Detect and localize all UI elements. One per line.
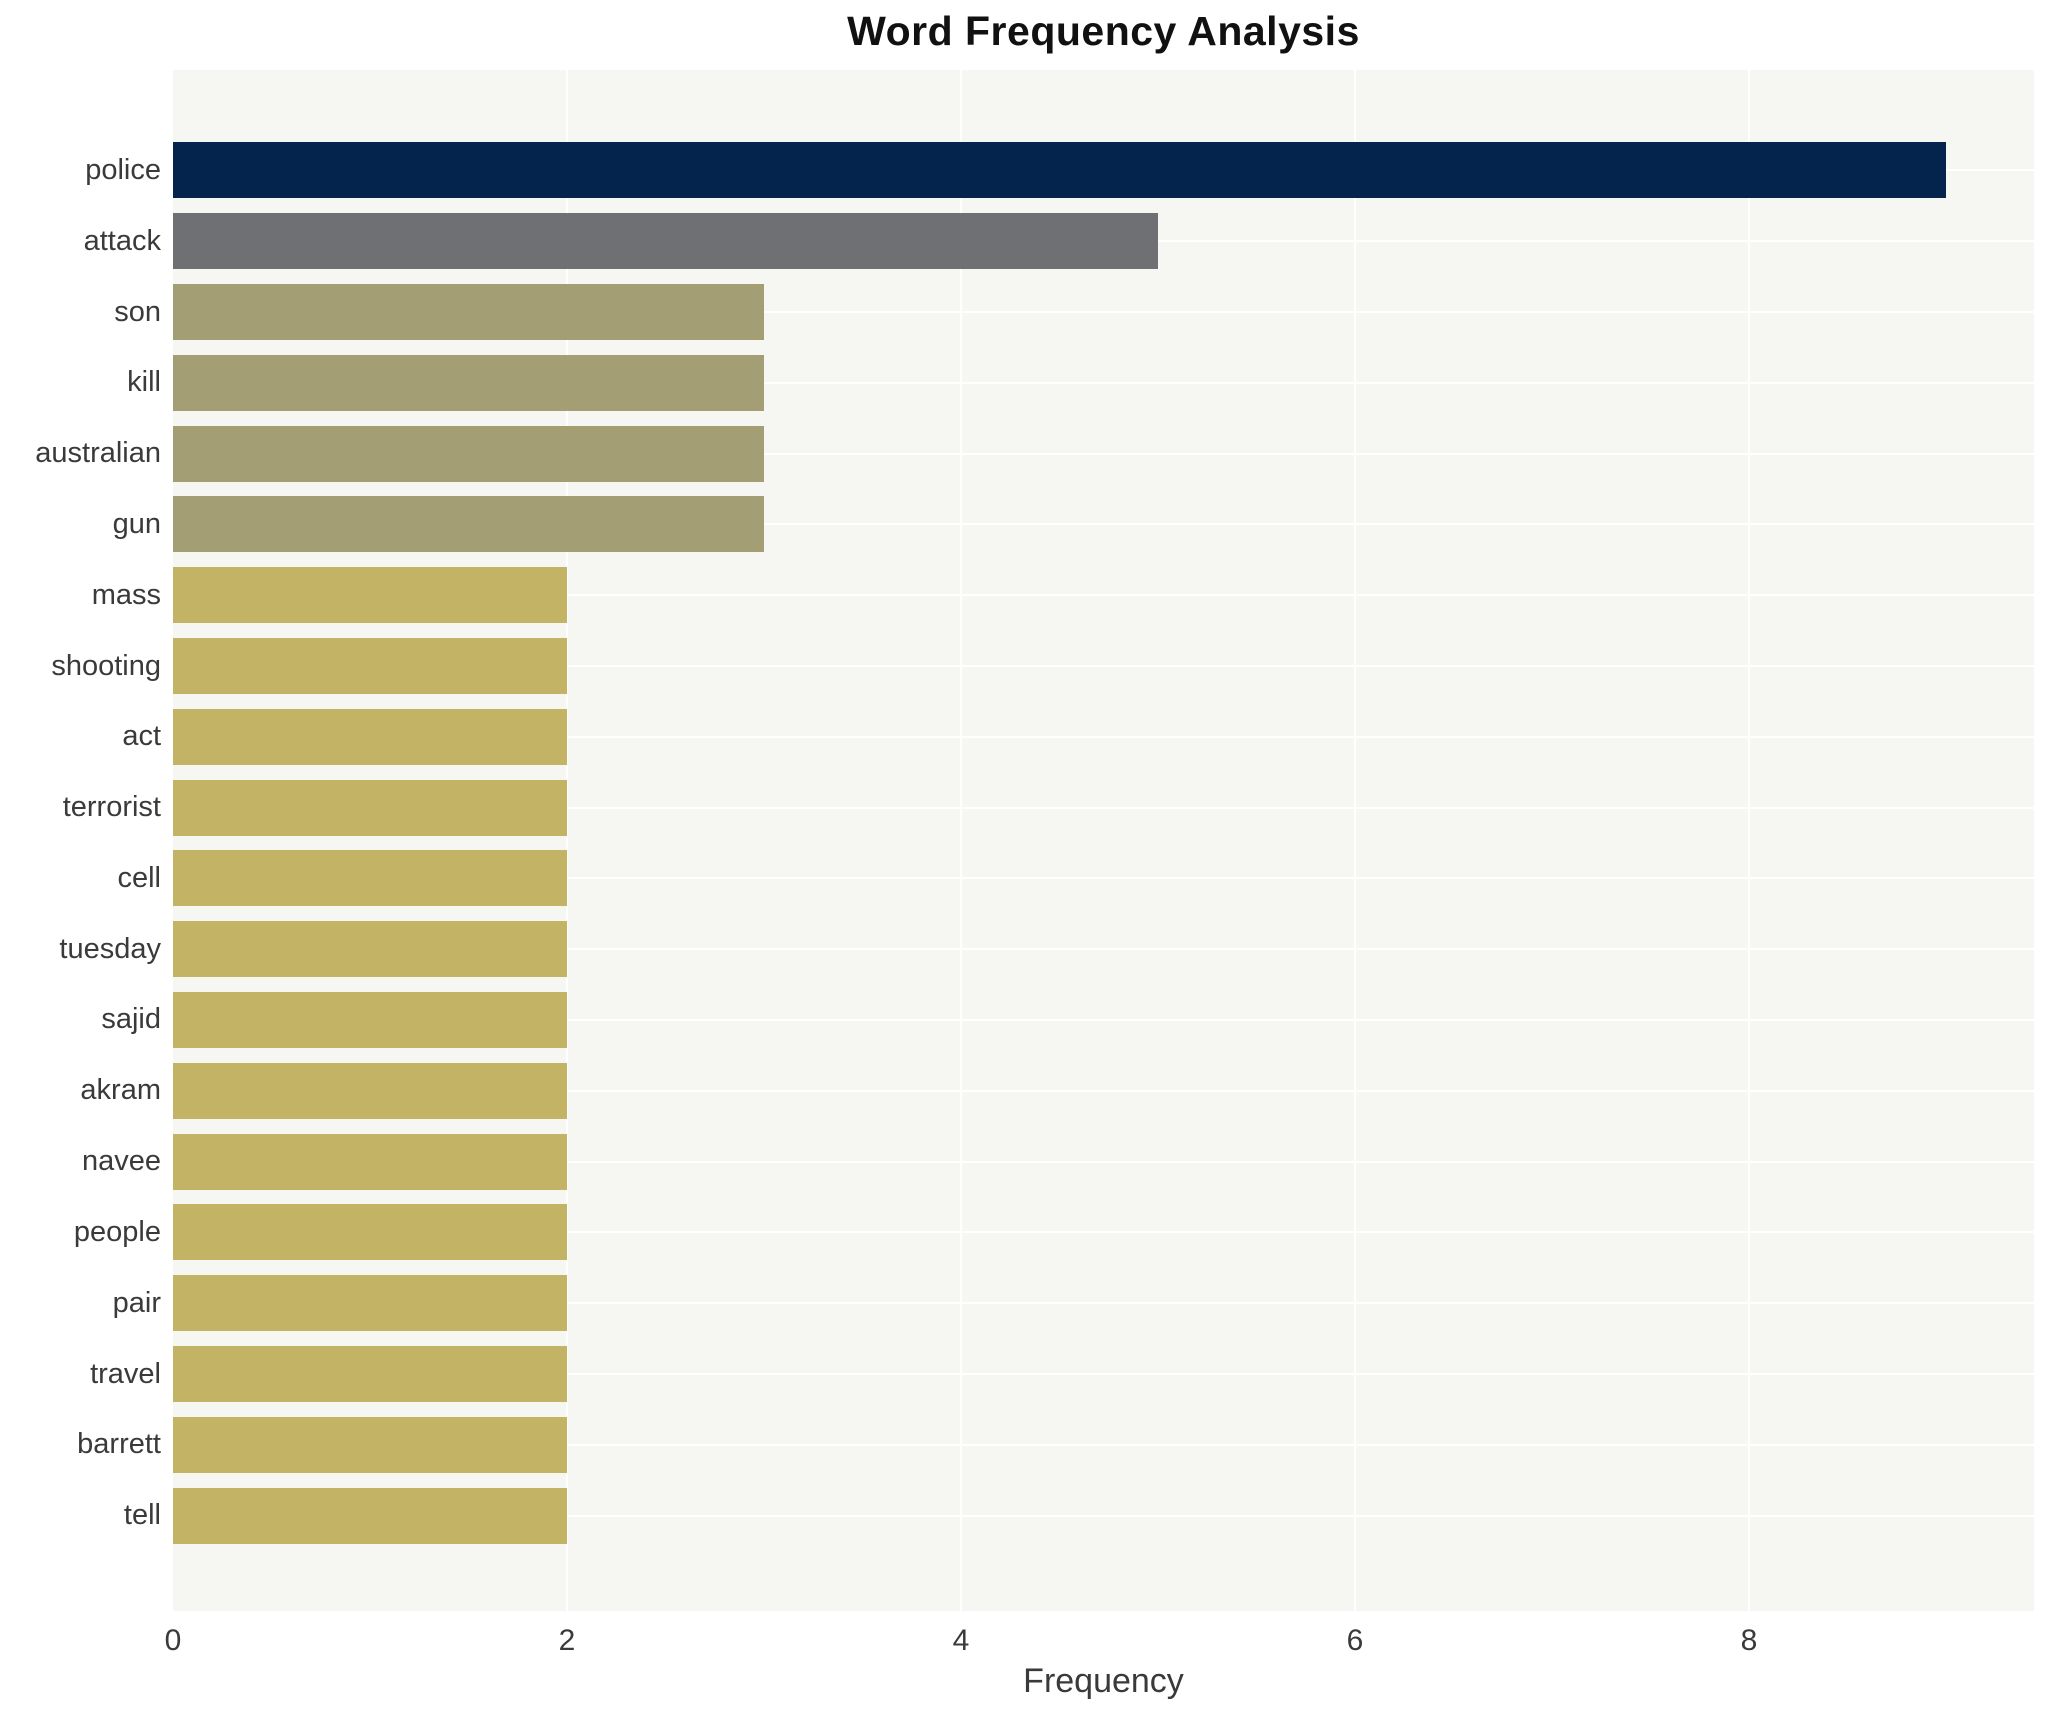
plot-area [173,70,2034,1611]
gridline-y-navee [173,1161,2034,1163]
y-tick-label-australian: australian [35,437,161,469]
gridline-x-4 [960,70,962,1611]
y-tick-label-people: people [73,1216,161,1248]
y-tick-label-sajid: sajid [101,1003,161,1035]
bar-travel [173,1346,567,1402]
gridline-y-shooting [173,665,2034,667]
bar-police [173,142,1946,198]
bar-tuesday [173,921,567,977]
gridline-x-8 [1748,70,1750,1611]
gridline-y-australian [173,453,2034,455]
gridline-y-act [173,736,2034,738]
gridline-y-sajid [173,1019,2034,1021]
y-tick-label-pair: pair [112,1287,161,1319]
bar-sajid [173,992,567,1048]
y-tick-label-act: act [122,720,161,752]
y-tick-label-travel: travel [90,1358,161,1390]
y-tick-label-akram: akram [80,1074,161,1106]
gridline-y-gun [173,523,2034,525]
y-tick-label-police: police [85,154,161,186]
x-tick-label-4: 4 [952,1624,970,1657]
gridline-y-travel [173,1373,2034,1375]
gridline-y-akram [173,1090,2034,1092]
y-tick-label-tell: tell [123,1499,161,1531]
gridline-y-tuesday [173,948,2034,950]
x-tick-label-2: 2 [558,1624,576,1657]
x-axis-title: Frequency [1023,1662,1184,1700]
bar-act [173,709,567,765]
bar-son [173,284,764,340]
bar-akram [173,1063,567,1119]
bar-people [173,1204,567,1260]
y-tick-label-kill: kill [127,366,161,398]
gridline-y-barrett [173,1444,2034,1446]
gridline-y-cell [173,877,2034,879]
gridline-y-kill [173,382,2034,384]
gridline-x-6 [1354,70,1356,1611]
bar-kill [173,355,764,411]
bar-shooting [173,638,567,694]
y-tick-label-son: son [114,296,161,328]
gridline-y-terrorist [173,807,2034,809]
bar-terrorist [173,780,567,836]
bar-navee [173,1134,567,1190]
x-tick-label-0: 0 [164,1624,182,1657]
gridline-y-mass [173,594,2034,596]
y-tick-label-attack: attack [83,225,161,257]
bar-gun [173,496,764,552]
bar-cell [173,850,567,906]
bar-tell [173,1488,567,1544]
bar-pair [173,1275,567,1331]
y-tick-label-mass: mass [91,579,161,611]
y-tick-label-navee: navee [81,1145,161,1177]
y-tick-label-shooting: shooting [51,650,161,682]
gridline-y-people [173,1231,2034,1233]
bar-attack [173,213,1158,269]
y-tick-label-tuesday: tuesday [59,933,161,965]
gridline-y-son [173,311,2034,313]
gridline-y-pair [173,1302,2034,1304]
gridline-y-tell [173,1515,2034,1517]
y-tick-label-barrett: barrett [77,1428,161,1460]
x-tick-label-6: 6 [1346,1624,1364,1657]
gridline-x-2 [566,70,568,1611]
chart-title: Word Frequency Analysis [847,8,1360,54]
bar-australian [173,426,764,482]
bar-mass [173,567,567,623]
y-tick-label-cell: cell [117,862,161,894]
y-tick-label-terrorist: terrorist [62,791,161,823]
bar-barrett [173,1417,567,1473]
x-tick-label-8: 8 [1740,1624,1758,1657]
y-tick-label-gun: gun [112,508,161,540]
